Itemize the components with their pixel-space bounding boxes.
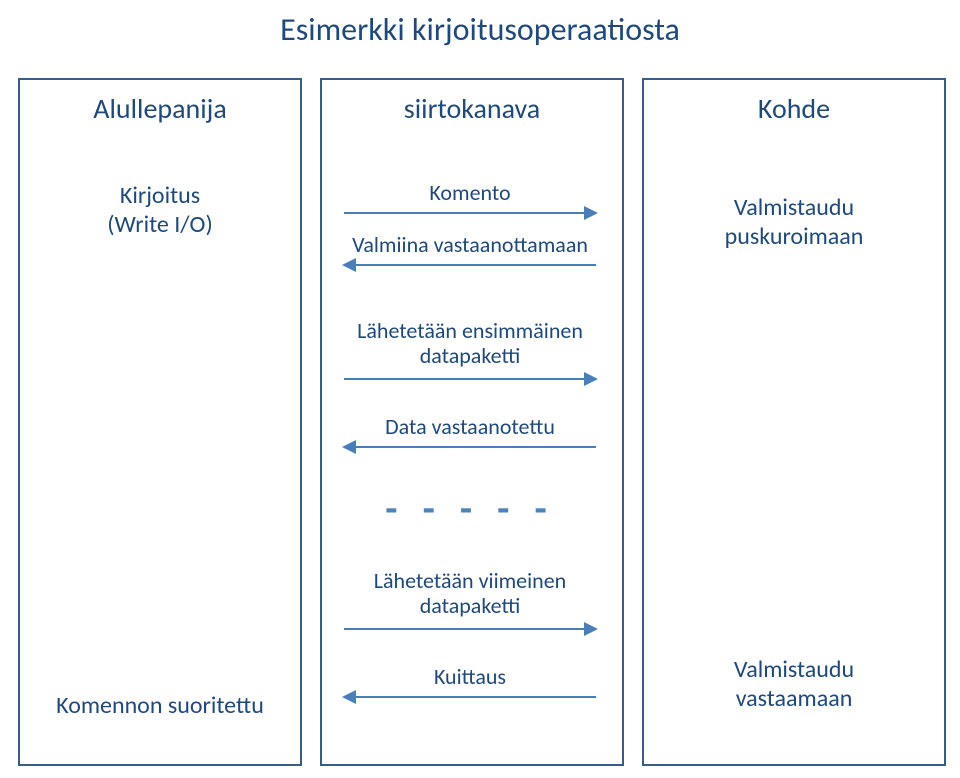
arrow-head-left-icon bbox=[342, 690, 356, 704]
text-line: datapaketti bbox=[420, 342, 521, 369]
arrow-line bbox=[344, 264, 596, 266]
arrow-head-left-icon bbox=[342, 258, 356, 272]
lane-body-target: Valmistaudu puskuroimaan Valmistaudu vas… bbox=[642, 134, 946, 766]
lane-header-channel: siirtokanava bbox=[320, 78, 624, 138]
text-line: puskuroimaan bbox=[725, 222, 864, 251]
arrow-label-ack: Kuittaus bbox=[320, 664, 620, 689]
text-line: Lähetetään viimeinen bbox=[374, 567, 567, 594]
lane-header-label: siirtokanava bbox=[404, 91, 540, 126]
arrow-label-ready-receive: Valmiina vastaanottamaan bbox=[320, 232, 620, 257]
initiator-write-io: Kirjoitus (Write I/O) bbox=[20, 182, 300, 240]
arrow-label-data-received: Data vastaanotettu bbox=[320, 414, 620, 439]
text-line: Lähetetään ensimmäinen bbox=[357, 317, 583, 344]
continuation-dashes: - - - - - bbox=[320, 484, 620, 533]
arrow-head-right-icon bbox=[584, 622, 598, 636]
text-line: Valmistaudu bbox=[734, 655, 854, 684]
text-line: vastaamaan bbox=[736, 684, 853, 713]
arrow-label-send-first: Lähetetään ensimmäinen datapaketti bbox=[320, 318, 620, 369]
text-line: datapaketti bbox=[420, 592, 521, 619]
target-prepare-buffer: Valmistaudu puskuroimaan bbox=[644, 194, 944, 252]
arrow-line bbox=[344, 628, 596, 630]
lane-header-label: Kohde bbox=[758, 91, 830, 126]
arrow-line bbox=[344, 446, 596, 448]
text-line: Komennon suoritettu bbox=[56, 691, 264, 720]
lane-header-label: Alullepanija bbox=[93, 91, 227, 126]
arrow-head-left-icon bbox=[342, 440, 356, 454]
page-title: Esimerkki kirjoitusoperaatiosta bbox=[0, 10, 960, 49]
arrow-head-right-icon bbox=[584, 372, 598, 386]
text-line: (Write I/O) bbox=[107, 210, 212, 239]
lane-header-target: Kohde bbox=[642, 78, 946, 138]
arrow-label-command: Komento bbox=[344, 180, 596, 205]
arrow-line bbox=[344, 378, 596, 380]
text-line: Kirjoitus bbox=[120, 181, 200, 210]
lane-body-initiator: Kirjoitus (Write I/O) Komennon suoritett… bbox=[18, 134, 302, 766]
lane-header-initiator: Alullepanija bbox=[18, 78, 302, 138]
arrow-label-send-last: Lähetetään viimeinen datapaketti bbox=[320, 568, 620, 619]
arrow-line bbox=[344, 212, 596, 214]
initiator-command-done: Komennon suoritettu bbox=[20, 692, 300, 721]
arrow-line bbox=[344, 696, 596, 698]
text-line: Valmistaudu bbox=[734, 193, 854, 222]
page-root: Esimerkki kirjoitusoperaatiosta Alullepa… bbox=[0, 0, 960, 778]
target-prepare-reply: Valmistaudu vastaamaan bbox=[644, 656, 944, 714]
arrow-head-right-icon bbox=[584, 206, 598, 220]
